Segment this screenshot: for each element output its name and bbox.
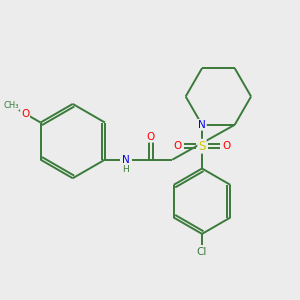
Text: H: H: [122, 165, 129, 174]
Text: O: O: [147, 132, 155, 142]
Text: N: N: [122, 155, 130, 165]
Text: CH₃: CH₃: [3, 101, 19, 110]
Text: S: S: [198, 140, 206, 153]
Text: Cl: Cl: [197, 247, 207, 257]
Text: O: O: [21, 109, 29, 118]
Text: O: O: [173, 141, 182, 151]
Text: N: N: [198, 120, 206, 130]
Text: O: O: [222, 141, 230, 151]
